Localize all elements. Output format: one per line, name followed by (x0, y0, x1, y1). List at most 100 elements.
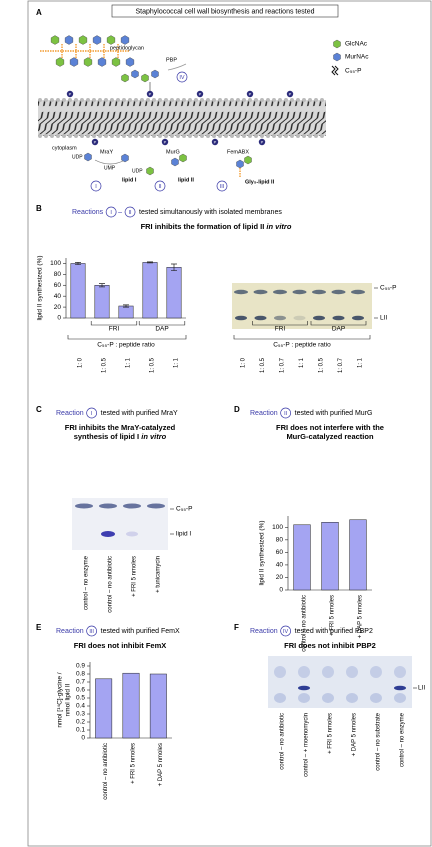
label: cytoplasm (52, 145, 77, 151)
sugar (85, 153, 92, 161)
membrane (38, 100, 326, 136)
panel-label: C (36, 405, 42, 414)
label: MraY (100, 149, 113, 155)
lipid-head (62, 98, 66, 102)
lipid-head (92, 98, 96, 102)
lipid-head (92, 134, 96, 138)
y-tick-label: 0.9 (76, 663, 85, 670)
panel-subtitle: tested with purified MurG (295, 410, 373, 417)
tlc-plate (268, 656, 412, 708)
sugar (180, 154, 187, 162)
phosphate-label: P (69, 91, 72, 96)
smear (298, 666, 310, 678)
phosphate-label: P (214, 139, 217, 144)
group-label: FRI (275, 326, 286, 333)
lipid-head (248, 134, 252, 138)
group-label: DAP (155, 326, 168, 333)
lane-label: control – + moenomycin (304, 713, 310, 777)
x-tick-label: + DAP 5 nmoles (158, 743, 164, 786)
lipid-head (128, 134, 132, 138)
lipid-head (194, 134, 198, 138)
sugar (98, 58, 106, 67)
lane-label: + tunicamycin (156, 556, 162, 593)
bar (95, 285, 109, 318)
lipid-head (272, 134, 276, 138)
x-tick-label: control – no antibiotic (103, 743, 109, 800)
sugar (334, 53, 341, 61)
y-tick-label: 40 (276, 562, 284, 569)
lane-label: + FRI 5 nmoles (328, 713, 334, 754)
reaction-word: Reaction (56, 410, 84, 417)
lipid-head (296, 134, 300, 138)
panel-title: Staphylococcal cell wall biosynthesis an… (136, 8, 315, 15)
band (294, 316, 306, 321)
smear (346, 693, 358, 703)
lane-label: 1: 0.7 (338, 357, 344, 373)
sugar (65, 36, 73, 45)
lipid-head (302, 98, 306, 102)
lane-label: control – no antibiotic (280, 713, 286, 770)
lipid-head (320, 98, 324, 102)
smear (274, 666, 286, 678)
band (123, 504, 141, 509)
phosphate-label: P (289, 91, 292, 96)
x-tick-label: 1: 0.5 (102, 357, 108, 373)
sugar (152, 70, 159, 78)
lane-label: + DAP 5 nmoles (352, 713, 358, 756)
label: peptidoglycan (110, 45, 144, 51)
lane-label: + FRI 5 nmoles (132, 556, 138, 597)
lipid-head (314, 98, 318, 102)
bar (123, 673, 139, 738)
reaction-number: II (129, 210, 133, 216)
lipid-head (152, 134, 156, 138)
lipid-head (260, 134, 264, 138)
sugar (172, 158, 179, 166)
legend-text: C₅₅-P (345, 68, 361, 75)
band (147, 504, 165, 509)
lipid-head (68, 98, 72, 102)
lipid-head (122, 98, 126, 102)
bar (119, 306, 133, 318)
lane-label: 1: 1 (358, 357, 364, 368)
title-text: FRI does not inhibit FemX (74, 641, 167, 650)
panel-subtitle: tested with purified MraY (101, 410, 178, 417)
lipid-head (284, 134, 288, 138)
lipid-head (62, 134, 66, 138)
lane-label: 1: 0.5 (260, 357, 266, 373)
lipid-head (134, 134, 138, 138)
label: UDP (132, 168, 143, 174)
smear (370, 693, 382, 703)
phosphate-label: P (149, 91, 152, 96)
lipid-head (278, 134, 282, 138)
panel-label: E (36, 623, 42, 632)
sugar (237, 160, 244, 168)
x-tick-label: 1: 1 (174, 357, 180, 368)
band (274, 316, 286, 321)
y-tick-label: 60 (54, 282, 62, 289)
sugar (245, 156, 252, 164)
lane-label: control – no substrate (376, 712, 382, 770)
bar (322, 522, 339, 590)
bar (350, 520, 367, 590)
lipid-head (176, 134, 180, 138)
band (313, 316, 325, 321)
y-tick-label: 0.3 (76, 711, 85, 718)
sugar (112, 58, 120, 67)
x-tick-label: 1: 0 (78, 357, 84, 368)
smear (274, 693, 286, 703)
lane-label: 1: 0.7 (280, 357, 286, 373)
legend-text: GlcNAc (345, 41, 368, 48)
reaction-number: IV (179, 75, 185, 81)
lipid-head (38, 98, 42, 102)
sugar (126, 58, 134, 67)
sugar (79, 36, 87, 45)
lipid-head (146, 134, 150, 138)
band (254, 290, 268, 294)
sugar (121, 36, 129, 45)
sugar (142, 74, 149, 82)
lipid-head (188, 134, 192, 138)
bar (150, 674, 166, 738)
lipid-head (254, 134, 258, 138)
lipid-head (218, 98, 222, 102)
y-axis-label: lipid II synthesized (%) (259, 520, 266, 585)
